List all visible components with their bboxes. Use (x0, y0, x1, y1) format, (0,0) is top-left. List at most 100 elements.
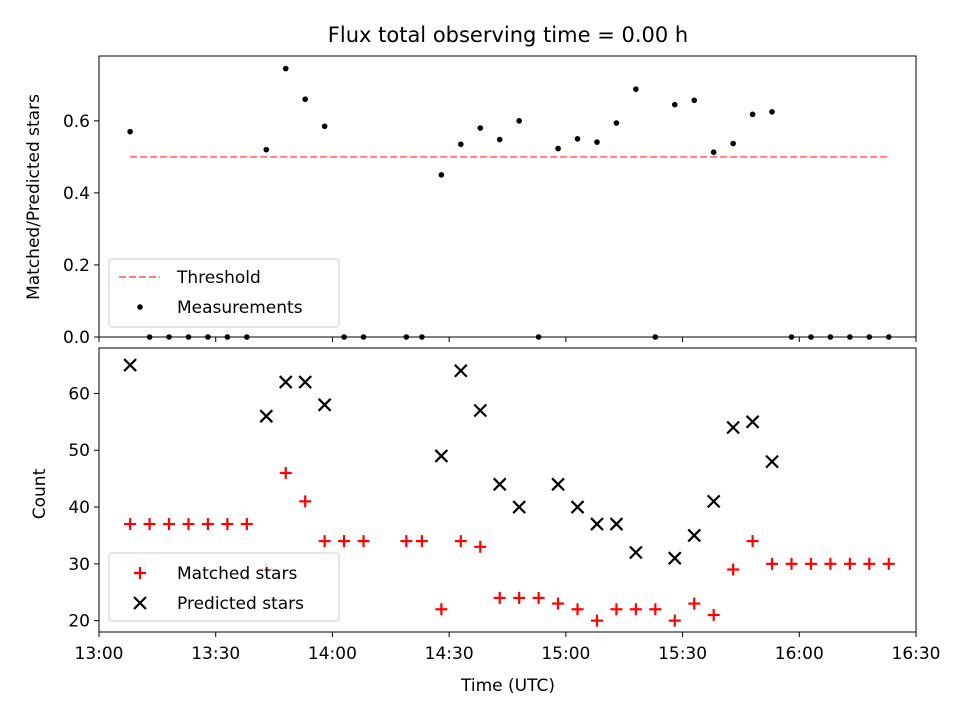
data-point (574, 136, 581, 142)
data-point (649, 603, 662, 616)
bottom-plot-area (123, 358, 895, 627)
matched-stars-legend-swatch (134, 567, 146, 579)
data-point (477, 125, 484, 131)
data-point (629, 603, 642, 616)
top-legend-box (108, 258, 340, 328)
data-point (317, 398, 332, 412)
data-point (726, 420, 740, 435)
data-point (278, 375, 293, 389)
data-point (454, 363, 468, 378)
data-point (279, 466, 292, 479)
data-point (706, 494, 721, 509)
data-point (804, 557, 817, 570)
data-point (298, 375, 312, 389)
data-point (629, 545, 643, 560)
data-point (434, 449, 449, 463)
x-tick-label: 13:00 (75, 644, 124, 664)
data-point (610, 603, 623, 616)
data-point (438, 172, 445, 178)
data-point (710, 149, 717, 155)
top-y-ticks: 0.0 0.2 0.4 0.6 (63, 112, 99, 348)
data-point (240, 518, 253, 531)
y-tick-label: 20 (68, 612, 90, 632)
data-point (590, 517, 604, 531)
data-point (671, 101, 678, 108)
data-point (400, 535, 413, 548)
bottom-y-axis-label: Count (30, 468, 50, 519)
bottom-y-ticks: 20 30 40 50 60 (68, 384, 99, 632)
data-point (201, 518, 214, 531)
data-point (458, 141, 464, 148)
data-point (594, 139, 600, 145)
chart-title: Flux total observing time = 0.00 h (328, 23, 688, 47)
data-point (338, 535, 351, 548)
data-point (746, 535, 759, 548)
data-point (749, 111, 756, 118)
y-tick-label: 0.4 (63, 184, 90, 204)
matched-stars-legend-label: Matched stars (177, 564, 297, 584)
predicted-stars-legend-label: Predicted stars (177, 594, 304, 614)
data-point (766, 557, 779, 570)
y-tick-label: 30 (68, 555, 90, 575)
data-point (882, 557, 895, 570)
data-point (691, 97, 698, 104)
y-tick-label: 40 (68, 498, 90, 518)
data-point (124, 518, 137, 531)
data-point (454, 535, 467, 548)
data-point (769, 109, 775, 115)
data-point (263, 146, 270, 153)
x-tick-label: 14:00 (308, 644, 357, 664)
bottom-legend: Matched stars Predicted stars (108, 552, 340, 622)
data-point (551, 477, 565, 492)
data-point (513, 591, 526, 604)
data-point (707, 608, 720, 621)
data-point (668, 614, 681, 627)
data-point (493, 591, 506, 604)
x-tick-label: 16:30 (892, 644, 941, 664)
x-axis-label: Time (UTC) (460, 676, 555, 696)
data-point (555, 145, 561, 152)
y-tick-label: 0.6 (63, 112, 90, 132)
y-tick-label: 50 (68, 441, 90, 461)
data-point (633, 86, 639, 92)
data-point (613, 120, 620, 126)
measurements-legend-label: Measurements (177, 298, 303, 318)
data-point (765, 454, 779, 469)
measurements-legend-swatch (137, 304, 143, 310)
predicted-stars-legend-swatch (133, 596, 147, 610)
data-point (516, 118, 522, 124)
data-point (668, 551, 682, 565)
data-point (282, 65, 289, 72)
x-tick-label: 16:00 (775, 644, 824, 664)
data-point (127, 128, 133, 135)
data-point (730, 140, 736, 147)
data-point (552, 597, 565, 610)
data-point (182, 518, 195, 531)
data-point (221, 518, 234, 531)
data-point (590, 614, 603, 627)
data-point (785, 557, 798, 570)
data-point (143, 518, 156, 531)
data-point (824, 557, 837, 570)
y-tick-label: 60 (68, 384, 90, 404)
data-point (318, 535, 331, 548)
data-point (496, 136, 503, 143)
data-point (843, 557, 856, 570)
top-legend: Threshold Measurements (108, 258, 340, 328)
top-x-ticks (98, 337, 917, 342)
x-tick-label: 15:30 (658, 644, 707, 664)
measurements-series (127, 65, 892, 340)
data-point (123, 358, 137, 372)
data-point (609, 517, 624, 531)
y-tick-label: 0.2 (63, 256, 90, 276)
data-point (357, 535, 370, 548)
data-point (512, 500, 526, 514)
y-tick-label: 0.0 (63, 328, 90, 348)
x-tick-label: 13:30 (191, 644, 240, 664)
top-axes-frame (98, 55, 917, 338)
data-point (687, 528, 702, 543)
matched-stars-series (124, 466, 895, 627)
top-y-axis-label: Matched/Predicted stars (24, 94, 44, 300)
data-point (492, 477, 507, 492)
